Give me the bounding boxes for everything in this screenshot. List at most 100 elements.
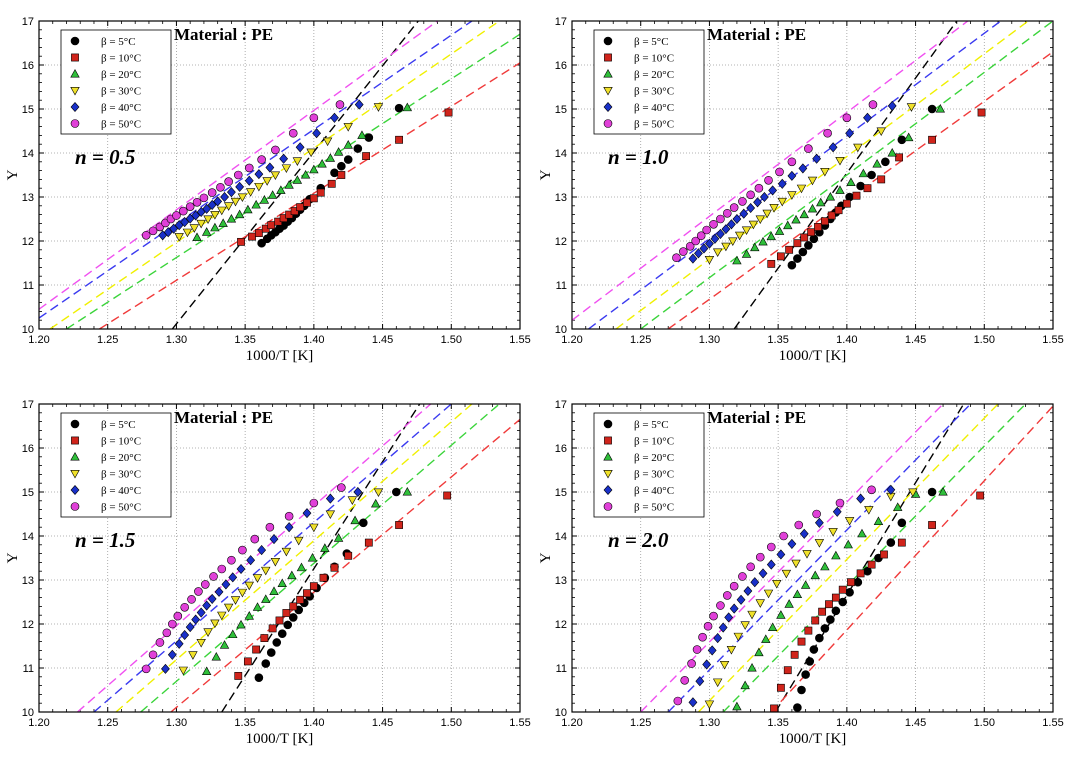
data-point bbox=[892, 502, 903, 511]
x-tick-label: 1.30 bbox=[166, 334, 187, 346]
data-point bbox=[864, 506, 874, 515]
data-point bbox=[710, 233, 720, 244]
data-point bbox=[284, 180, 294, 189]
data-point bbox=[288, 128, 298, 138]
data-point bbox=[202, 203, 212, 214]
data-point bbox=[831, 606, 841, 616]
x-tick-label: 1.25 bbox=[630, 334, 651, 346]
data-point bbox=[826, 615, 835, 624]
legend-marker bbox=[603, 419, 613, 429]
data-point bbox=[880, 550, 888, 559]
data-point bbox=[254, 673, 264, 682]
data-point bbox=[746, 562, 755, 572]
data-point bbox=[236, 563, 246, 575]
data-point bbox=[196, 219, 206, 229]
data-point bbox=[774, 226, 785, 235]
x-tick-label: 1.45 bbox=[372, 717, 393, 729]
data-point bbox=[753, 197, 762, 208]
legend-label: β = 5°C bbox=[101, 36, 136, 48]
data-point bbox=[216, 183, 225, 192]
data-point bbox=[783, 666, 792, 675]
data-point bbox=[243, 204, 253, 214]
y-axis-label: Y bbox=[538, 169, 554, 180]
data-point bbox=[270, 171, 281, 181]
legend-label: β = 50°C bbox=[634, 119, 674, 131]
data-point bbox=[303, 589, 311, 598]
y-tick-label: 12 bbox=[22, 619, 34, 631]
x-tick-label: 1.25 bbox=[97, 334, 118, 346]
data-point bbox=[265, 162, 275, 173]
data-point bbox=[772, 580, 782, 589]
data-point bbox=[793, 239, 802, 248]
data-point bbox=[800, 233, 809, 242]
data-point bbox=[217, 564, 227, 574]
data-point bbox=[362, 152, 370, 160]
data-point bbox=[680, 676, 689, 685]
data-point bbox=[309, 194, 318, 203]
data-point bbox=[335, 100, 345, 109]
y-tick-label: 17 bbox=[555, 399, 567, 411]
chart-title: Material : PE bbox=[707, 25, 806, 44]
data-point bbox=[319, 573, 328, 582]
data-point bbox=[705, 238, 714, 249]
data-point bbox=[395, 135, 403, 144]
data-point bbox=[755, 215, 765, 225]
n-annotation: n = 2.0 bbox=[608, 528, 669, 552]
data-point bbox=[804, 626, 813, 635]
data-point bbox=[269, 534, 279, 545]
data-point bbox=[768, 185, 778, 196]
y-tick-label: 14 bbox=[22, 531, 34, 543]
data-point bbox=[687, 659, 696, 668]
y-tick-label: 13 bbox=[22, 575, 34, 587]
data-point bbox=[754, 183, 764, 193]
data-point bbox=[254, 229, 263, 237]
data-point bbox=[696, 231, 706, 241]
data-point bbox=[178, 666, 189, 676]
data-point bbox=[856, 181, 865, 191]
data-point bbox=[210, 619, 220, 629]
chart-svg: 1.20 1.25 1.30 1.35 1.40 1.45 1.50 1.55 10 11 12 13… bbox=[538, 399, 1064, 747]
data-point bbox=[755, 599, 765, 608]
legend-marker bbox=[71, 53, 79, 62]
data-point bbox=[185, 622, 195, 633]
data-point bbox=[743, 585, 753, 597]
data-point bbox=[148, 650, 158, 660]
chart-title: Material : PE bbox=[174, 408, 273, 427]
data-point bbox=[309, 164, 319, 174]
legend-marker bbox=[604, 53, 612, 62]
data-point bbox=[189, 224, 200, 233]
legend-label: β = 10°C bbox=[101, 436, 141, 448]
chart-svg: 1.20 1.25 1.30 1.35 1.40 1.45 1.50 1.55 10 11 12 13… bbox=[5, 399, 531, 747]
data-point bbox=[306, 148, 316, 158]
x-tick-label: 1.20 bbox=[561, 717, 582, 729]
data-point bbox=[284, 511, 294, 521]
data-point bbox=[679, 247, 688, 256]
data-point bbox=[364, 538, 373, 547]
data-point bbox=[236, 619, 246, 629]
data-point bbox=[791, 559, 801, 569]
data-point bbox=[738, 572, 747, 581]
data-point bbox=[887, 147, 897, 157]
fit-line bbox=[39, 21, 473, 319]
legend-label: β = 10°C bbox=[634, 436, 674, 448]
plot-frame bbox=[38, 403, 521, 713]
data-point bbox=[928, 135, 936, 144]
data-point bbox=[750, 577, 760, 588]
y-tick-label: 12 bbox=[22, 236, 34, 248]
data-point bbox=[223, 603, 234, 613]
data-point bbox=[289, 602, 298, 611]
data-point bbox=[353, 144, 363, 153]
y-tick-label: 11 bbox=[23, 663, 34, 675]
data-point bbox=[750, 242, 760, 252]
data-point bbox=[354, 99, 364, 110]
data-point bbox=[392, 487, 401, 497]
data-point bbox=[831, 593, 840, 602]
data-point bbox=[787, 191, 797, 200]
data-point bbox=[199, 193, 209, 203]
data-point bbox=[721, 242, 731, 252]
legend-marker bbox=[70, 451, 80, 461]
data-point bbox=[707, 645, 717, 656]
data-point bbox=[218, 218, 228, 227]
data-point bbox=[254, 169, 264, 180]
data-point bbox=[719, 660, 730, 670]
